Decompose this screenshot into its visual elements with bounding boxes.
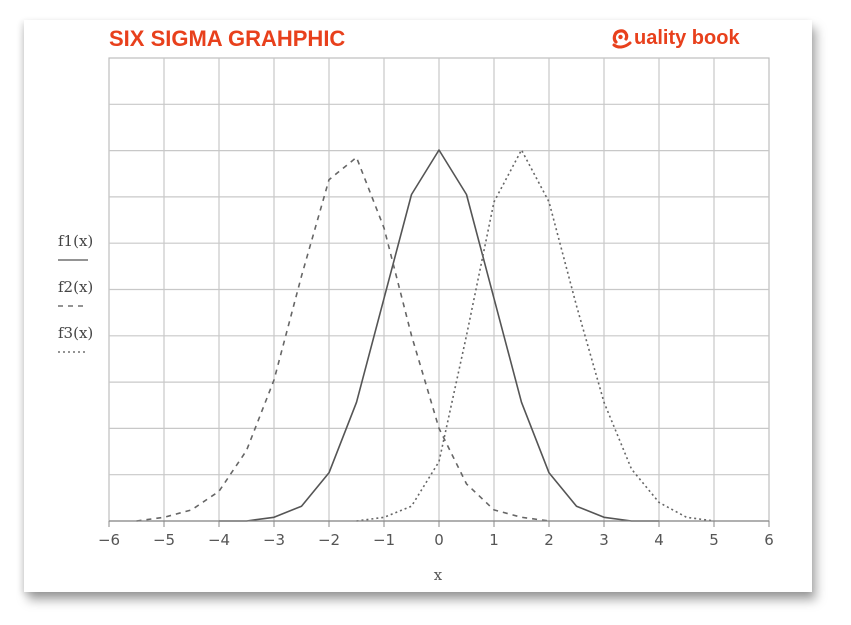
x-tick-label: 4 xyxy=(654,531,664,549)
x-tick-label: 3 xyxy=(599,531,609,549)
legend-label: f2(x) xyxy=(58,278,93,296)
x-tick-label: −2 xyxy=(318,531,340,549)
legend-label: f1(x) xyxy=(58,232,93,250)
x-tick-label: 0 xyxy=(434,531,444,549)
chart-grid xyxy=(108,57,770,522)
x-tick-label: 1 xyxy=(489,531,499,549)
q-logo-icon xyxy=(612,29,632,49)
series-line-3 xyxy=(356,149,715,522)
legend-label: f3(x) xyxy=(58,324,93,342)
x-tick-label: −6 xyxy=(98,531,120,549)
series-line-1 xyxy=(219,149,659,522)
x-tick-label: −3 xyxy=(263,531,285,549)
chart-series xyxy=(136,149,715,522)
x-tick-label: −1 xyxy=(373,531,395,549)
brand-name: uality book xyxy=(634,26,740,49)
legend: f1(x) f2(x) f3(x) xyxy=(58,232,93,353)
brand-logo: uality book xyxy=(612,26,740,50)
x-tick-label: 5 xyxy=(709,531,719,549)
x-tick-label: 6 xyxy=(764,531,774,549)
x-tick-label: −4 xyxy=(208,531,230,549)
figure-card xyxy=(24,20,812,592)
x-tick-label: 2 xyxy=(544,531,554,549)
x-axis-ticks: −6 −5 −4 −3 −2 −1 0 1 2 3 4 5 6 xyxy=(98,520,774,549)
page-title: SIX SIGMA GRAHPHIC xyxy=(109,26,346,51)
x-tick-label: −5 xyxy=(153,531,175,549)
x-axis-label: x xyxy=(434,566,443,584)
series-line-2 xyxy=(136,156,550,522)
